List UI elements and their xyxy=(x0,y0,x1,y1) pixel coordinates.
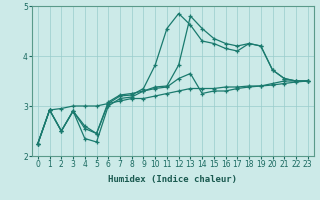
X-axis label: Humidex (Indice chaleur): Humidex (Indice chaleur) xyxy=(108,175,237,184)
